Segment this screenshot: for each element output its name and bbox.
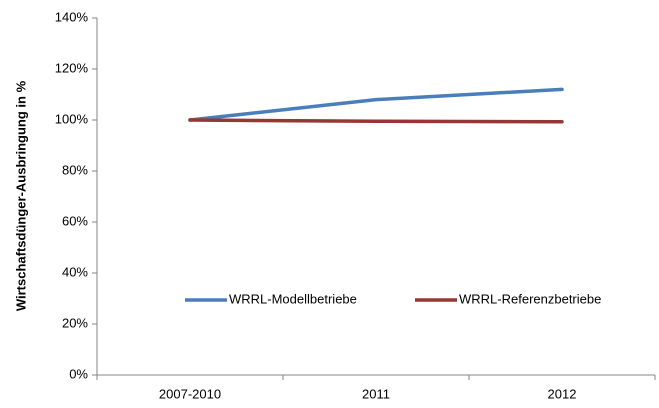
x-tick-label: 2011 <box>362 386 390 401</box>
y-tick-label: 20% <box>62 315 88 330</box>
y-tick-label: 140% <box>55 9 89 24</box>
series-line <box>188 118 564 124</box>
legend-label: WRRL-Modellbetriebe <box>229 291 357 306</box>
y-tick-label: 80% <box>62 162 88 177</box>
legend-label: WRRL-Referenzbetriebe <box>459 291 601 306</box>
y-tick-label: 60% <box>62 213 88 228</box>
x-tick-label: 2012 <box>548 386 577 401</box>
series-line <box>188 87 564 122</box>
y-axis-label: Wirtschaftsdünger-Ausbringung in % <box>13 80 28 311</box>
x-tick-label: 2007-2010 <box>159 386 221 401</box>
y-tick-label: 0% <box>69 366 88 381</box>
y-tick-label: 40% <box>62 264 88 279</box>
y-tick-label: 100% <box>55 111 89 126</box>
y-tick-label: 120% <box>55 60 89 75</box>
